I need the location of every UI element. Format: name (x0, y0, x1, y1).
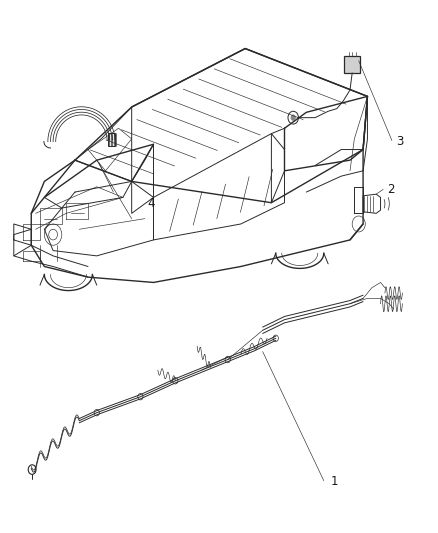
FancyBboxPatch shape (344, 56, 360, 73)
Text: 4: 4 (147, 197, 155, 211)
Circle shape (290, 115, 296, 121)
Text: 3: 3 (396, 135, 403, 148)
Text: 1: 1 (330, 475, 338, 488)
Text: 2: 2 (387, 183, 395, 196)
FancyBboxPatch shape (108, 133, 116, 147)
